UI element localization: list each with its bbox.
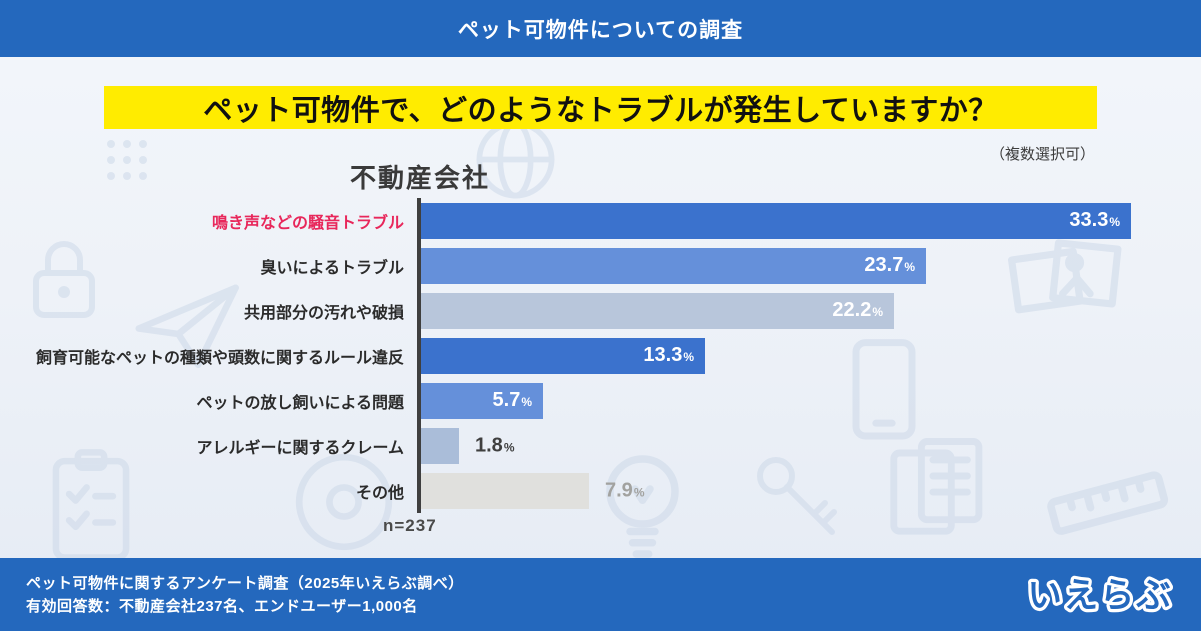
bar-chart: 鳴き声などの騒音トラブル 33.3% 臭いによるトラブル 23.7% 共用部分の汚れや破… [0,198,1201,536]
paper-plane-icon [135,284,239,369]
ruler-icon [1047,471,1169,535]
page-title: ペット可物件についての調査 [457,18,744,42]
bar-label: アレルギーに関するクレーム [196,439,404,457]
clipboard-icon [52,449,130,561]
percent-sign: % [904,260,915,274]
source-line2: 有効回答数：不動産会社237名、エンドユーザー1,000名 [26,597,418,615]
bar-row: ペットの放し飼いによる問題 5.7% [0,378,1201,423]
bar-value: 33.3% [1069,209,1120,231]
bar-track: 33.3% [417,198,1201,243]
bar [421,427,459,464]
footer-bar: ペット可物件に関するアンケート調査（2025年いえらぶ調べ） 有効回答数：不動産… [0,558,1201,631]
key-icon [757,457,837,535]
bar: 22.2% [421,292,894,329]
bar-track: 23.7% [417,243,1201,288]
ierabu-logo: いえらぶ [1024,573,1174,618]
percent-sign: % [521,395,532,409]
bar-row: 飼育可能なペットの種類や頭数に関するルール違反 13.3% [0,333,1201,378]
documents-icon [890,438,983,535]
source-line1: ペット可物件に関するアンケート調査（2025年いえらぶ調べ） [26,574,464,592]
bar [421,472,589,509]
lightbulb-icon [606,455,679,558]
bar-label: 飼育可能なペットの種類や頭数に関するルール違反 [35,349,404,367]
bar-track: 1.8% [417,423,1201,468]
percent-sign: % [633,485,645,499]
percent-sign: % [872,305,883,319]
bar-value: 5.7% [492,389,532,411]
bar: 5.7% [421,382,543,419]
bar-value: 7.9% [605,479,645,501]
bar-track: 7.9% [417,468,1201,513]
dots-grid-icon [107,140,147,180]
question-text: ペット可物件で、どのようなトラブルが発生していますか？ [203,94,998,127]
bar: 23.7% [421,247,926,284]
source-note: ペット可物件に関するアンケート調査（2025年いえらぶ調べ） 有効回答数：不動産… [26,572,464,618]
bar-rows: 鳴き声などの騒音トラブル 33.3% 臭いによるトラブル 23.7% 共用部分の汚れや破… [0,198,1201,513]
bar-value: 23.7% [864,254,915,276]
bar-row: その他 7.9% [0,468,1201,513]
bar-value: 1.8% [475,434,515,456]
header-bar: ペット可物件についての調査 [0,0,1201,57]
lock-icon [33,241,95,318]
pictures-icon [1008,239,1122,314]
percent-sign: % [503,440,515,454]
bar-track: 22.2% [417,288,1201,333]
percent-sign: % [683,350,694,364]
sample-size-label: n=237 [383,516,437,535]
bar-value: 22.2% [832,299,883,321]
bar-label: 鳴き声などの騒音トラブル [211,214,404,232]
bar-label: 臭いによるトラブル [260,259,404,277]
bar-value: 13.3% [643,344,694,366]
bar-row: 共用部分の汚れや破損 22.2% [0,288,1201,333]
bar-track: 5.7% [417,378,1201,423]
bar: 13.3% [421,337,705,374]
chart-group-title: 不動産会社 [349,163,490,193]
bar-track: 13.3% [417,333,1201,378]
multi-select-note: （複数選択可） [989,146,1095,163]
bar-label: ペットの放し飼いによる問題 [196,394,404,412]
percent-sign: % [1109,215,1120,229]
disc-icon [295,453,393,551]
ierabu-logo-text: いえらぶ [1028,577,1173,615]
bar-row: 鳴き声などの騒音トラブル 33.3% [0,198,1201,243]
bar-row: アレルギーに関するクレーム 1.8% [0,423,1201,468]
bar: 33.3% [421,202,1131,239]
bar-row: 臭いによるトラブル 23.7% [0,243,1201,288]
bar-label: その他 [355,484,404,502]
tablet-icon [852,339,916,440]
question-banner: ペット可物件で、どのようなトラブルが発生していますか？ [104,86,1097,129]
bar-label: 共用部分の汚れや破損 [243,304,404,322]
